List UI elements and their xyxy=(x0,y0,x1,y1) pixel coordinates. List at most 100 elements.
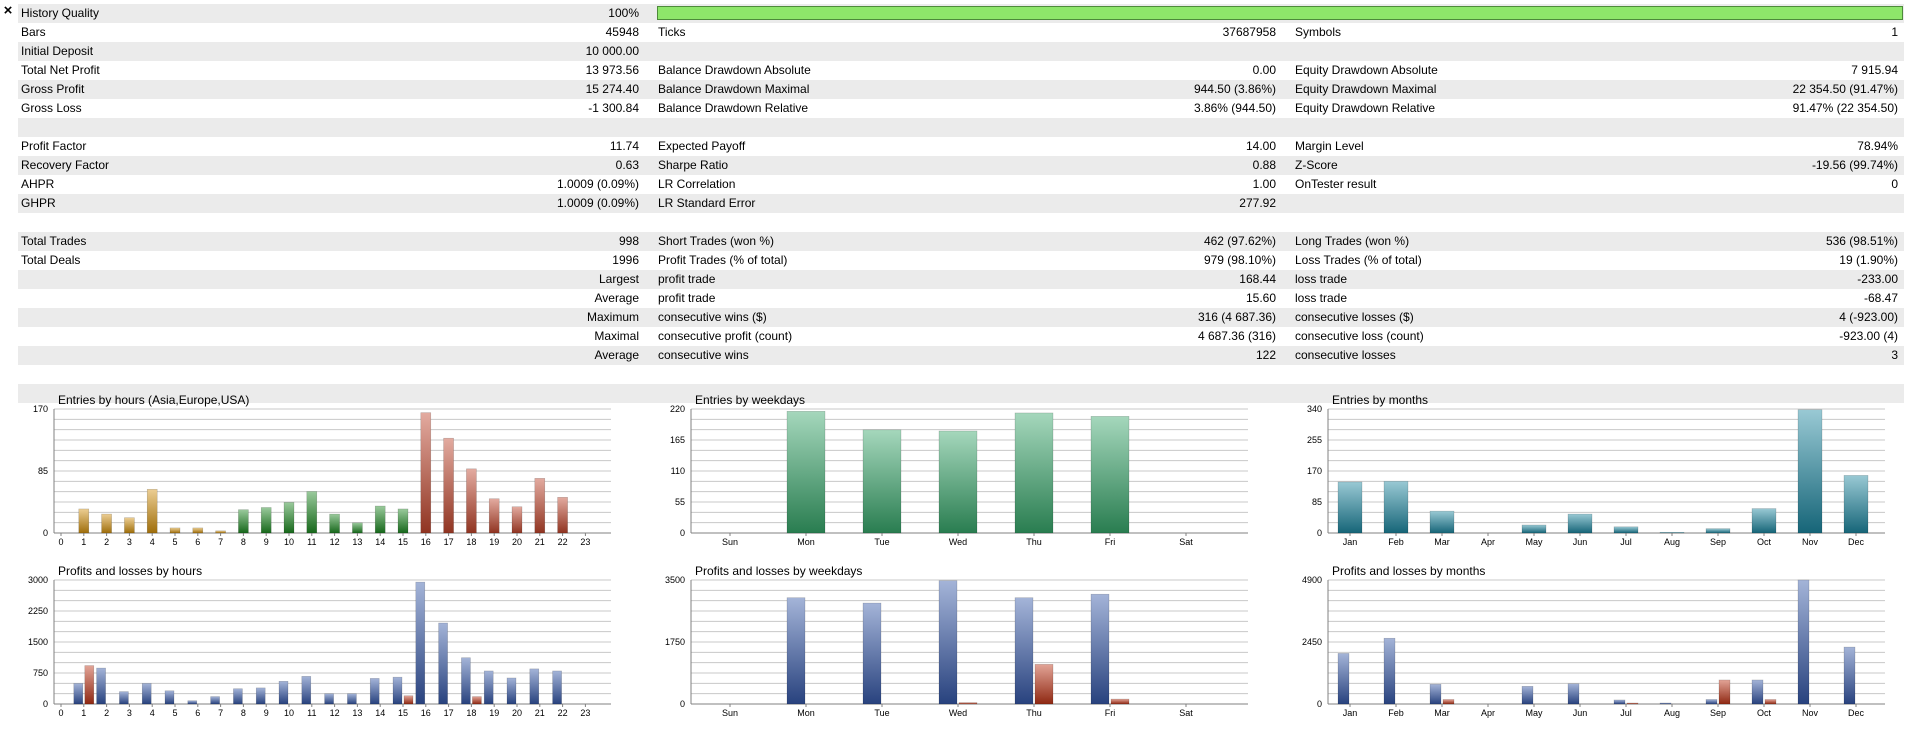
x-tick-label: 3 xyxy=(127,537,132,547)
stats-row: Largest profit trade 168.44 loss trade -233.… xyxy=(18,270,1904,289)
bar xyxy=(1110,698,1130,705)
stat-label: profit trade xyxy=(658,272,716,286)
stat-label: History Quality xyxy=(21,6,100,20)
stat-value: 462 (97.62%) xyxy=(1203,234,1276,248)
stat-value: 11.74 xyxy=(609,139,639,153)
stat-label: Total Net Profit xyxy=(21,63,100,77)
stat-value: 4 687.36 (316) xyxy=(1197,329,1276,343)
bar xyxy=(146,488,158,534)
stat-label: consecutive wins xyxy=(658,348,749,362)
stat-value: -233.00 xyxy=(1857,272,1898,286)
bar xyxy=(862,602,882,705)
entries-months-svg: Entries by months 0 85 170 255 340 Jan Feb Mar Ap… xyxy=(1307,393,1885,547)
bar xyxy=(1014,597,1034,705)
stat-value: Largest xyxy=(598,272,639,286)
x-tick-label: 14 xyxy=(375,537,385,547)
x-tick-label: 11 xyxy=(307,537,316,547)
stat-value: 122 xyxy=(1255,348,1276,362)
x-tick-label: Jul xyxy=(1620,708,1632,718)
x-tick-label: 23 xyxy=(580,537,590,547)
bar xyxy=(255,687,266,705)
stats-row: Total Net Profit 13 973.56 Balance Drawdow… xyxy=(18,61,1904,80)
x-tick-label: Feb xyxy=(1388,537,1404,547)
bar xyxy=(215,530,226,534)
stat-label: Gross Profit xyxy=(21,82,85,96)
y-tick-label: 170 xyxy=(1307,466,1322,476)
bar xyxy=(420,412,432,534)
bar xyxy=(529,668,540,705)
bar xyxy=(1429,684,1442,705)
bar xyxy=(1429,510,1455,534)
bar xyxy=(84,665,95,705)
stat-label: Long Trades (won %) xyxy=(1295,234,1410,248)
bar xyxy=(1014,412,1054,534)
x-tick-label: 19 xyxy=(489,708,499,718)
statistics-table: History Quality 100% Bars 45948 Ticks 3768795… xyxy=(18,4,1904,403)
bar xyxy=(472,696,482,705)
chart-title: Entries by months xyxy=(1332,393,1428,407)
x-tick-label: 10 xyxy=(284,537,294,547)
bar xyxy=(374,505,386,534)
x-tick-label: Tue xyxy=(874,537,889,547)
bar xyxy=(329,513,340,534)
stats-row: Recovery Factor 0.63 Sharpe Ratio 0.88 Z-Sco… xyxy=(18,156,1904,175)
x-tick-label: 10 xyxy=(284,708,294,718)
x-tick-label: 6 xyxy=(195,537,200,547)
stat-label: Ticks xyxy=(658,25,686,39)
x-tick-label: Sep xyxy=(1710,537,1726,547)
bar xyxy=(506,677,517,705)
stat-label: OnTester result xyxy=(1295,177,1377,191)
y-tick-label: 55 xyxy=(675,497,685,507)
bar xyxy=(1751,679,1764,705)
bar xyxy=(369,678,380,705)
bar xyxy=(1659,702,1672,705)
chart-title: Profits and losses by months xyxy=(1332,564,1485,578)
x-tick-label: 21 xyxy=(535,708,545,718)
x-tick-label: Jun xyxy=(1573,708,1588,718)
x-tick-label: Tue xyxy=(874,708,889,718)
stat-label: Margin Level xyxy=(1295,139,1364,153)
stat-label: Z-Score xyxy=(1295,158,1338,172)
stat-value: 10 000.00 xyxy=(585,44,639,58)
x-tick-label: 11 xyxy=(307,708,316,718)
x-tick-label: 8 xyxy=(241,537,246,547)
bar xyxy=(301,676,312,705)
bar xyxy=(192,527,204,534)
x-tick-label: Dec xyxy=(1848,537,1865,547)
stats-row: Total Deals 1996 Profit Trades (% of total… xyxy=(18,251,1904,270)
history-quality-bar xyxy=(657,6,1903,20)
close-icon[interactable]: × xyxy=(3,2,13,19)
stat-value: -19.56 (99.74%) xyxy=(1811,158,1898,172)
bar xyxy=(141,683,152,705)
stat-value: 22 354.50 (91.47%) xyxy=(1792,82,1898,96)
y-tick-label: 2250 xyxy=(28,606,48,616)
stat-label: Equity Drawdown Absolute xyxy=(1295,63,1438,77)
bar xyxy=(958,702,978,705)
x-tick-label: 21 xyxy=(535,537,545,547)
stat-value: -68.47 xyxy=(1863,291,1898,305)
y-tick-label: 0 xyxy=(1317,699,1322,709)
x-tick-label: 15 xyxy=(398,537,408,547)
stat-label: Initial Deposit xyxy=(21,44,94,58)
stat-value: 1.0009 (0.09%) xyxy=(556,177,639,191)
bar xyxy=(1521,686,1534,705)
stats-row xyxy=(18,118,1904,137)
y-tick-label: 0 xyxy=(43,699,48,709)
stats-row xyxy=(18,365,1904,384)
y-tick-label: 220 xyxy=(670,404,685,414)
x-tick-label: 3 xyxy=(127,708,132,718)
bar xyxy=(1797,579,1810,705)
y-tick-label: 340 xyxy=(1307,404,1322,414)
bar xyxy=(96,667,106,705)
stat-value: 536 (98.51%) xyxy=(1825,234,1898,248)
x-tick-label: Sun xyxy=(722,537,738,547)
x-tick-label: Mon xyxy=(797,537,815,547)
bar xyxy=(283,502,295,534)
bar xyxy=(169,527,181,534)
chart-entries-by-months: Entries by months 0 85 170 255 340 Jan Feb Mar Ap… xyxy=(1292,392,1910,562)
bar xyxy=(1383,480,1409,534)
x-tick-label: 5 xyxy=(172,708,177,718)
stat-value: 277.92 xyxy=(1239,196,1276,210)
stat-value: 37687958 xyxy=(1222,25,1276,39)
x-tick-label: 16 xyxy=(421,708,431,718)
